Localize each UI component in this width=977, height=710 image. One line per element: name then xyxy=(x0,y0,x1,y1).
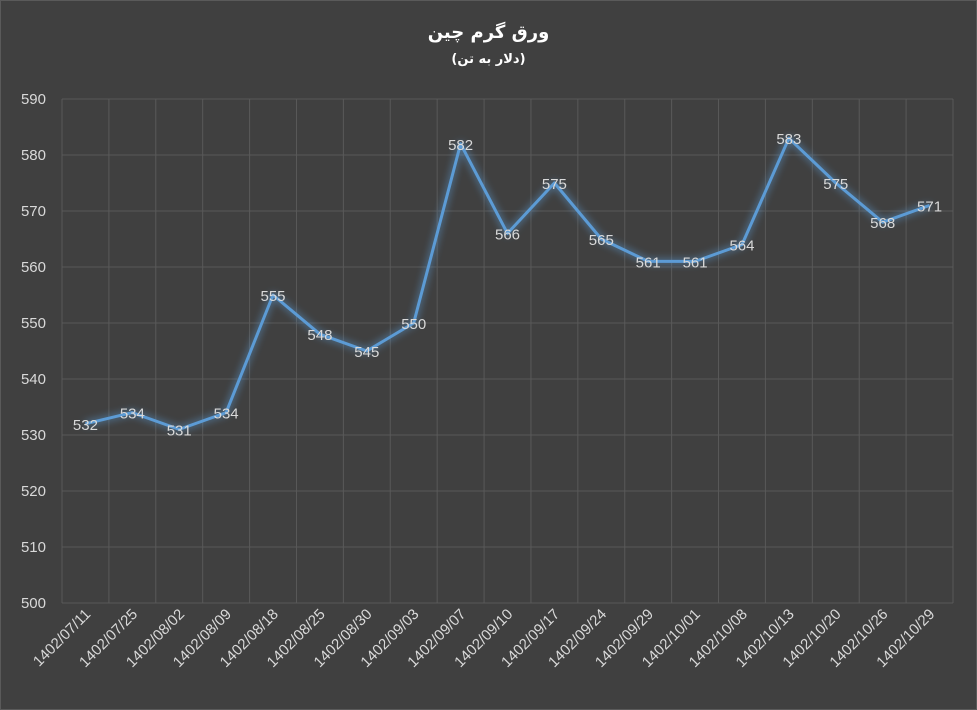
data-label: 531 xyxy=(167,422,192,439)
data-label: 583 xyxy=(776,131,801,148)
y-axis: 500 510 520 530 540 550 560 570 580 590 xyxy=(21,91,46,612)
data-label: 565 xyxy=(589,232,614,249)
x-axis: 1402/07/111402/07/251402/08/021402/08/09… xyxy=(30,606,938,671)
y-tick-label: 580 xyxy=(21,147,46,164)
data-label: 561 xyxy=(636,254,661,271)
series-line xyxy=(85,136,931,431)
data-label: 555 xyxy=(261,288,286,305)
y-tick-label: 570 xyxy=(21,203,46,220)
series-line-group xyxy=(85,136,931,431)
y-tick-label: 520 xyxy=(21,483,46,500)
y-tick-label: 500 xyxy=(21,595,46,612)
data-label: 534 xyxy=(120,406,145,423)
data-label: 534 xyxy=(214,406,239,423)
y-tick-label: 560 xyxy=(21,259,46,276)
y-tick-label: 540 xyxy=(21,371,46,388)
chart-title: ورق گرم چین xyxy=(427,22,550,43)
data-label: 561 xyxy=(683,254,708,271)
data-label: 548 xyxy=(307,327,332,344)
data-label: 571 xyxy=(917,198,942,215)
data-label: 575 xyxy=(823,176,848,193)
data-label: 582 xyxy=(448,137,473,154)
data-label: 564 xyxy=(729,238,754,255)
y-tick-label: 530 xyxy=(21,427,46,444)
data-labels: 532 534 531 534 555 548 545 550 582 566 575 565 561 5… xyxy=(73,131,942,439)
data-label: 575 xyxy=(542,176,567,193)
chart-subtitle: (دلار به تن) xyxy=(451,52,526,67)
data-label: 566 xyxy=(495,226,520,243)
y-tick-label: 590 xyxy=(21,91,46,108)
data-label: 550 xyxy=(401,316,426,333)
data-label: 568 xyxy=(870,215,895,232)
y-tick-label: 510 xyxy=(21,539,46,556)
y-tick-label: 550 xyxy=(21,315,46,332)
data-label: 532 xyxy=(73,417,98,434)
grid xyxy=(61,98,954,604)
data-label: 545 xyxy=(354,344,379,361)
